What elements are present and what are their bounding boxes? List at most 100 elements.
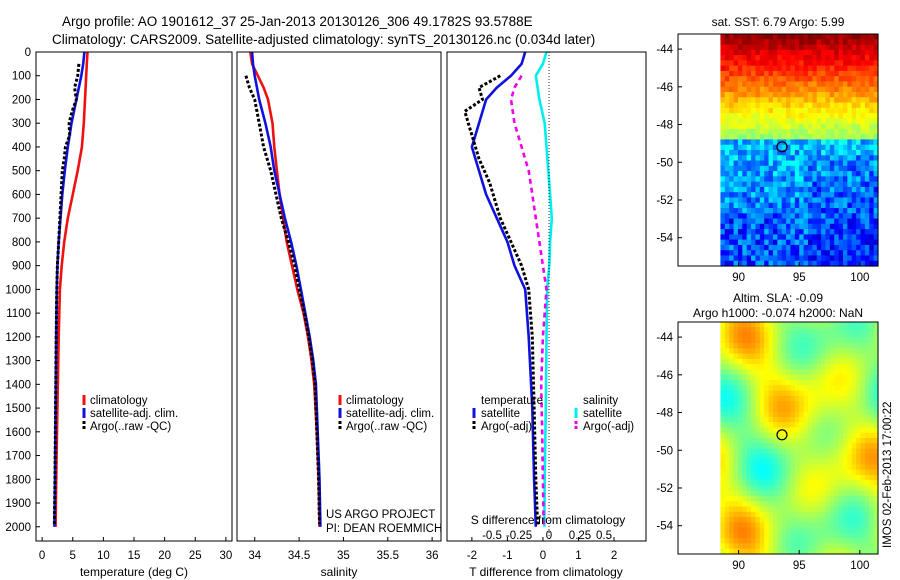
heatmap-cell (799, 332, 805, 339)
heatmap-cell (842, 113, 848, 119)
heatmap-cell (807, 160, 813, 167)
heatmap-cell (873, 543, 879, 550)
heatmap-cell (834, 343, 840, 349)
heatmap-cell (816, 186, 822, 193)
legend-label: Argo(-adj) (583, 421, 634, 433)
heatmap-cell (799, 160, 805, 167)
heatmap-cell (812, 416, 818, 423)
heatmap-cell (799, 380, 805, 386)
heatmap-cell (733, 218, 739, 225)
heatmap-cell (768, 427, 774, 434)
heatmap-cell (720, 70, 726, 77)
heatmap-cell (777, 517, 783, 523)
heatmap-cell (768, 459, 774, 465)
heatmap-cell (838, 234, 844, 241)
heatmap-cell (834, 490, 840, 497)
heatmap-cell (803, 86, 809, 93)
heatmap-cell (834, 155, 840, 162)
heatmap-cell (856, 380, 862, 386)
heatmap-cell (759, 490, 765, 497)
heatmap-cell (720, 496, 726, 502)
heatmap-cell (834, 181, 840, 188)
heatmap-cell (724, 260, 730, 267)
heatmap-cell (869, 459, 875, 465)
heatmap-cell (794, 358, 800, 365)
heatmap-cell (807, 411, 813, 418)
heatmap-cell (856, 144, 862, 151)
heatmap-cell (786, 155, 792, 162)
heatmap-cell (772, 239, 778, 246)
heatmap-cell (733, 244, 739, 251)
heatmap-cell (829, 171, 835, 177)
heatmap-cell (816, 390, 822, 397)
heatmap-cell (724, 485, 730, 492)
heatmap-cell (829, 70, 835, 77)
heatmap-cell (821, 113, 827, 119)
heatmap-cell (799, 469, 805, 476)
heatmap-cell (737, 134, 743, 141)
heatmap-cell (746, 70, 752, 77)
heatmap-cell (759, 213, 765, 220)
s-tick-label: 0.25 (569, 530, 591, 542)
heatmap-cell (768, 171, 774, 177)
heatmap-cell (733, 490, 739, 497)
heatmap-cell (768, 165, 774, 172)
heatmap-cell (794, 401, 800, 407)
heatmap-cell (860, 218, 866, 225)
heatmap-cell (807, 186, 813, 193)
heatmap-cell (821, 343, 827, 349)
heatmap-cell (821, 527, 827, 534)
heatmap-cell (794, 432, 800, 439)
heatmap-cell (842, 501, 848, 508)
heatmap-cell (786, 102, 792, 109)
heatmap-cell (781, 480, 787, 487)
heatmap-cell (794, 506, 800, 513)
heatmap-cell (794, 474, 800, 481)
heatmap-cell (812, 490, 818, 497)
heatmap-cell (742, 92, 748, 98)
heatmap-cell (807, 176, 813, 183)
heatmap-cell (764, 474, 770, 481)
heatmap-cell (781, 39, 787, 46)
series-line-t-satellite (470, 51, 538, 527)
heatmap-cell (847, 380, 853, 386)
heatmap-cell (742, 480, 748, 487)
heatmap-cell (856, 490, 862, 497)
heatmap-cell (764, 480, 770, 487)
heatmap-cell (751, 176, 757, 183)
heatmap-cell (790, 369, 796, 376)
heatmap-cell (812, 496, 818, 502)
heatmap-cell (724, 332, 730, 339)
heatmap-cell (851, 213, 857, 220)
heatmap-cell (864, 155, 870, 162)
heatmap-cell (864, 118, 870, 125)
heatmap-cell (786, 55, 792, 61)
heatmap-cell (812, 501, 818, 508)
heatmap-cell (799, 234, 805, 241)
heatmap-cell (842, 165, 848, 172)
heatmap-cell (759, 548, 765, 555)
heatmap-cell (733, 213, 739, 220)
heatmap-cell (873, 92, 879, 98)
heatmap-cell (737, 422, 743, 429)
heatmap-cell (729, 390, 735, 397)
heatmap-cell (790, 92, 796, 98)
heatmap-cell (834, 380, 840, 386)
heatmap-cell (786, 208, 792, 214)
heatmap-cell (724, 416, 730, 423)
heatmap-cell (720, 202, 726, 209)
heatmap-cell (746, 165, 752, 172)
heatmap-cell (733, 107, 739, 114)
salinity-panel: 34 34.5 35 35.5 36 salinity climatologysatel… (236, 51, 442, 579)
heatmap-cell (768, 181, 774, 188)
heatmap-cell (856, 239, 862, 246)
heatmap-cell (812, 155, 818, 162)
heatmap-cell (746, 548, 752, 555)
heatmap-cell (851, 197, 857, 204)
x-tick-label: 5 (70, 550, 76, 562)
heatmap-cell (803, 385, 809, 392)
heatmap-cell (869, 239, 875, 246)
heatmap-cell (860, 155, 866, 162)
heatmap-cell (790, 102, 796, 109)
heatmap-cell (777, 385, 783, 392)
